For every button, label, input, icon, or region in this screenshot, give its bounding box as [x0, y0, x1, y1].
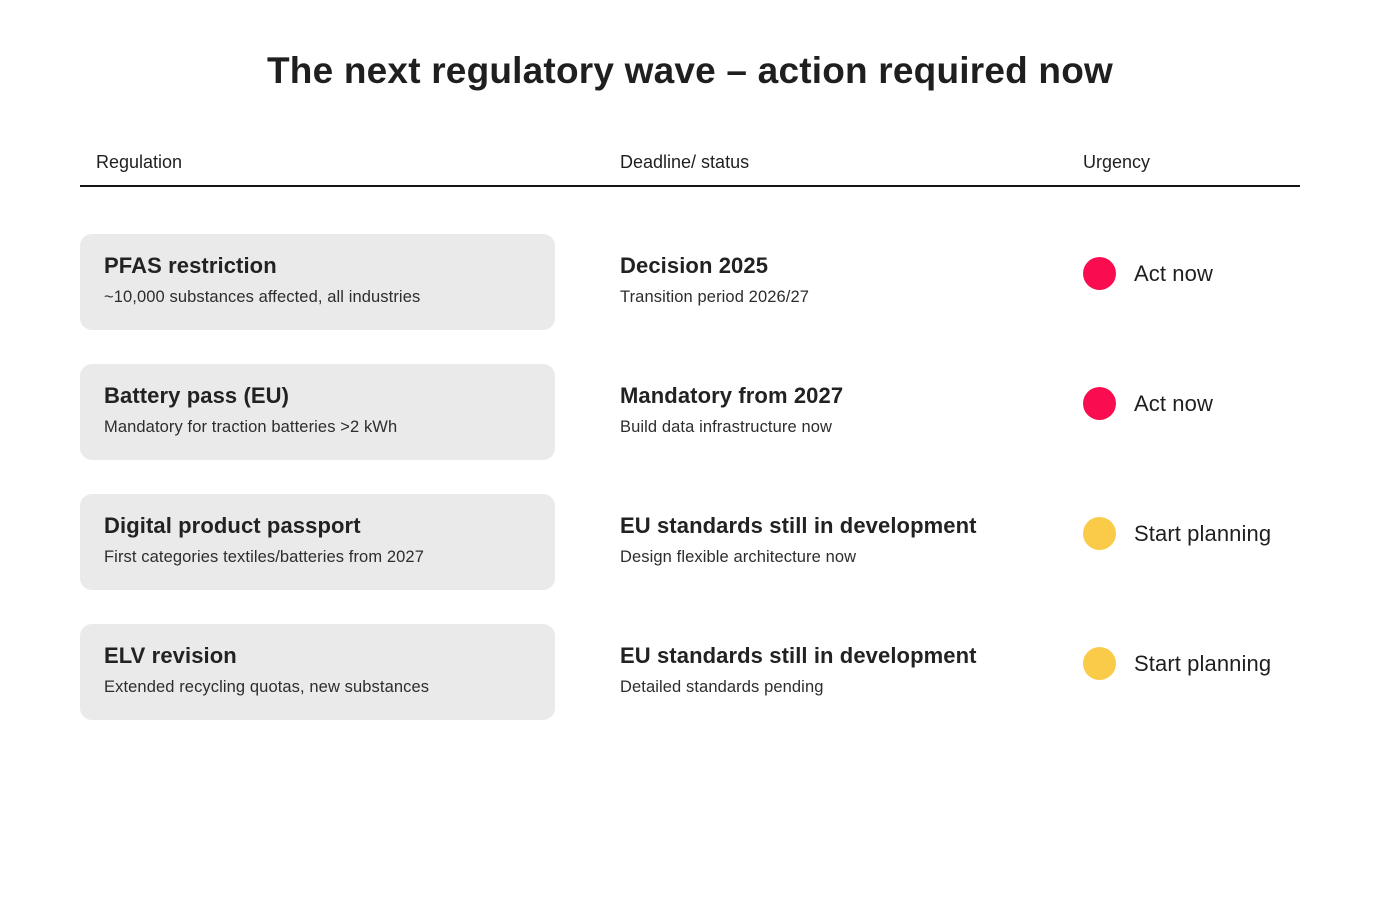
deadline-cell: EU standards still in development Detail… [620, 624, 1083, 720]
page-title: The next regulatory wave – action requir… [266, 50, 1114, 91]
regulation-title: ELV revision [104, 643, 237, 668]
urgency-cell: Start planning [1083, 517, 1300, 550]
table-row: Digital product passport First categorie… [80, 494, 1300, 590]
urgency-cell: Act now [1083, 387, 1300, 420]
deadline-subtitle: Build data infrastructure now [620, 418, 833, 437]
table-row: ELV revision Extended recycling quotas, … [80, 624, 1300, 720]
urgency-cell: Start planning [1083, 647, 1300, 680]
regulation-subtitle: Extended recycling quotas, new substance… [104, 678, 430, 697]
regulation-subtitle: Mandatory for traction batteries >2 kWh [104, 418, 398, 437]
deadline-cell: Mandatory from 2027 Build data infrastru… [620, 364, 1083, 460]
deadline-subtitle: Transition period 2026/27 [620, 288, 810, 307]
regulation-title: PFAS restriction [104, 253, 277, 278]
deadline-cell: EU standards still in development Design… [620, 494, 1083, 590]
urgency-dot-icon [1083, 647, 1116, 680]
regulation-card-elv-revision: ELV revision Extended recycling quotas, … [80, 624, 555, 720]
column-header-urgency: Urgency [1083, 152, 1151, 172]
regulation-title: Digital product passport [104, 513, 361, 538]
regulation-subtitle: First categories textiles/batteries from… [104, 548, 424, 567]
urgency-label: Start planning [1134, 520, 1272, 546]
deadline-cell: Decision 2025 Transition period 2026/27 [620, 234, 1083, 330]
urgency-dot-icon [1083, 517, 1116, 550]
regulation-card-digital-product-passport: Digital product passport First categorie… [80, 494, 555, 590]
deadline-title: Decision 2025 [620, 253, 769, 278]
regulation-table: Regulation Deadline/ status Urgency PFAS… [80, 152, 1300, 720]
deadline-title: EU standards still in development [620, 643, 977, 668]
column-header-deadline-status: Deadline/ status [620, 152, 750, 172]
column-header-regulation: Regulation [96, 152, 183, 172]
deadline-title: Mandatory from 2027 [620, 383, 844, 408]
urgency-cell: Act now [1083, 257, 1300, 290]
urgency-dot-icon [1083, 257, 1116, 290]
header-divider [80, 185, 1300, 187]
regulation-card-battery-pass: Battery pass (EU) Mandatory for traction… [80, 364, 555, 460]
urgency-dot-icon [1083, 387, 1116, 420]
table-row: PFAS restriction ~10,000 substances affe… [80, 234, 1300, 330]
urgency-label: Start planning [1134, 650, 1272, 676]
deadline-subtitle: Detailed standards pending [620, 678, 824, 697]
deadline-subtitle: Design flexible architecture now [620, 548, 857, 567]
deadline-title: EU standards still in development [620, 513, 977, 538]
table-header-row: Regulation Deadline/ status Urgency [80, 152, 1300, 173]
regulation-subtitle: ~10,000 substances affected, all industr… [104, 288, 421, 307]
table-body: PFAS restriction ~10,000 substances affe… [80, 234, 1300, 720]
urgency-label: Act now [1134, 260, 1213, 286]
regulation-card-pfas: PFAS restriction ~10,000 substances affe… [80, 234, 555, 330]
regulation-title: Battery pass (EU) [104, 383, 290, 408]
urgency-label: Act now [1134, 390, 1213, 416]
table-row: Battery pass (EU) Mandatory for traction… [80, 364, 1300, 460]
